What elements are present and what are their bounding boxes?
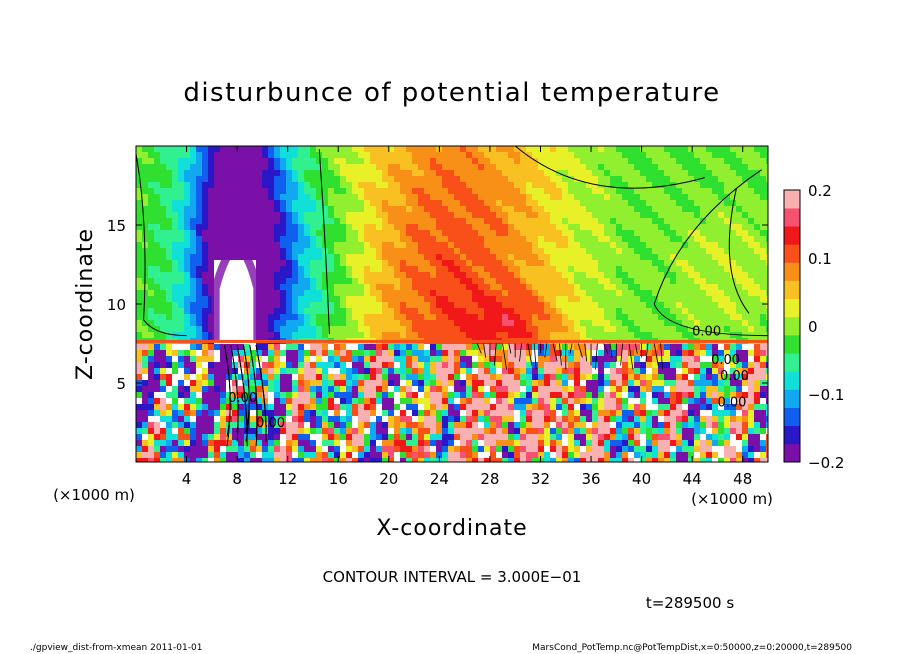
- colorbar-tick-label: 0.1: [808, 250, 832, 268]
- x-tick-label: 12: [278, 470, 297, 488]
- colorbar-swatch: [784, 262, 800, 281]
- contour-interval: CONTOUR INTERVAL = 3.000E−01: [323, 568, 582, 586]
- colorbar-swatch: [784, 443, 800, 463]
- x-tick-label: 16: [329, 470, 348, 488]
- x-axis: 4 8 12 16 20 24 28 32 36 40 44 48: [182, 146, 752, 488]
- footer-left: ./gpview_dist-from-xmean 2011-01-01: [30, 643, 202, 653]
- colorbar-tick-label: −0.2: [808, 454, 844, 472]
- contour-label: 0.00: [256, 416, 285, 431]
- footer-right: MarsCond_PotTemp.nc@PotTempDist,x=0:5000…: [532, 643, 852, 653]
- colorbar-swatch: [784, 371, 800, 390]
- x-tick-label: 24: [430, 470, 449, 488]
- x-axis-label: X-coordinate: [376, 516, 527, 541]
- x-unit-left: (×1000 m): [53, 486, 135, 504]
- colorbar-swatch: [784, 316, 800, 336]
- heatmap-field: 0.000.000.000.000.000.00: [136, 146, 768, 462]
- x-tick-label: 8: [232, 470, 242, 488]
- colorbar-frame: [783, 189, 801, 463]
- colorbar-tick-label: 0.2: [808, 182, 832, 200]
- y-axis: 5 10 15: [107, 217, 768, 393]
- colorbar-swatch: [784, 335, 800, 354]
- colorbar-swatch: [784, 353, 800, 372]
- x-tick-label: 4: [182, 470, 192, 488]
- x-tick-label: 48: [733, 470, 752, 488]
- colorbar-tick-label: −0.1: [808, 386, 844, 404]
- contour-label: 0.00: [720, 369, 749, 384]
- y-tick-label: 10: [107, 296, 126, 314]
- x-tick-label: 28: [480, 470, 499, 488]
- contour-label: 0.00: [717, 396, 746, 411]
- y-axis-label: Z-coordinate: [73, 228, 98, 380]
- colorbar: 0.2 0.1 0 −0.1 −0.2: [783, 182, 844, 472]
- x-tick-label: 32: [531, 470, 550, 488]
- colorbar-swatch: [784, 190, 800, 209]
- time-label: t=289500 s: [646, 594, 734, 612]
- colorbar-swatch: [784, 280, 800, 300]
- x-tick-label: 40: [632, 470, 651, 488]
- colorbar-tick-label: 0: [808, 318, 818, 336]
- x-unit-right: (×1000 m): [691, 490, 773, 508]
- contour-label: 0.00: [692, 325, 721, 340]
- contour-label: 0.00: [228, 391, 257, 406]
- y-tick-label: 15: [107, 217, 126, 235]
- colorbar-swatch: [784, 208, 800, 227]
- colorbar-swatch: [784, 407, 800, 427]
- colorbar-swatch: [784, 244, 800, 263]
- y-tick-label: 5: [116, 375, 126, 393]
- x-tick-label: 36: [581, 470, 600, 488]
- colorbar-swatch: [784, 425, 800, 445]
- x-tick-label: 44: [683, 470, 702, 488]
- colorbar-swatch: [784, 298, 800, 318]
- colorbar-swatch: [784, 226, 800, 245]
- x-tick-label: 20: [379, 470, 398, 488]
- chart-title: disturbunce of potential temperature: [183, 78, 720, 108]
- colorbar-swatch: [784, 389, 800, 408]
- contour-label: 0.00: [711, 353, 740, 368]
